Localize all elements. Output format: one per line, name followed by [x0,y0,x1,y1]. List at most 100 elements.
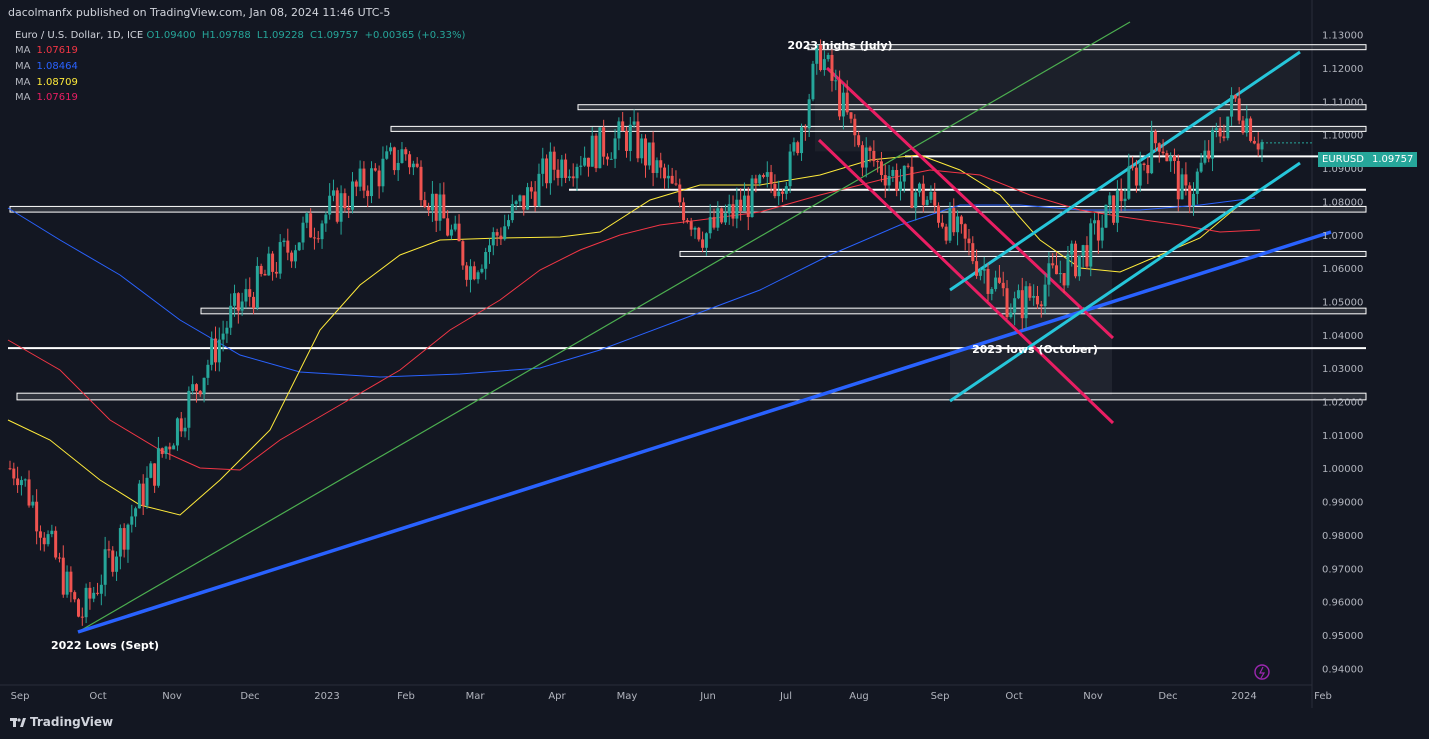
candle [560,154,564,187]
candle [933,182,937,213]
last-price-tag: EURUSD 1.09757 [1318,152,1418,167]
descending-channel-upper[interactable] [825,66,1115,340]
tradingview-brand: TradingView [30,715,114,729]
support-resistance-zone[interactable] [16,392,1367,401]
candle [31,495,35,508]
alert-icon[interactable] [1254,664,1270,680]
candle [468,259,472,293]
candle [765,161,769,188]
candle-body [560,159,564,178]
candle-body [834,80,838,82]
candle-body [548,151,552,184]
candle [1214,122,1218,138]
candle [1211,127,1215,172]
candle [1066,246,1070,288]
tradingview-footer[interactable]: TradingView [10,715,113,729]
candle [655,157,659,178]
candle-body [419,166,423,201]
candle-body [663,167,667,179]
candle-body [297,242,301,251]
candle [956,210,960,246]
candle [1134,159,1138,193]
candle-body [1157,143,1161,152]
candle-body [194,384,198,391]
candle-body [784,186,788,194]
descending-channel-lower[interactable] [817,138,1115,425]
candle-body [305,213,309,223]
candle [723,204,727,226]
candle-body [815,45,819,64]
candle [507,214,511,230]
candle [373,163,377,172]
candle-body [982,268,986,271]
ascending-channel-lower[interactable] [949,161,1301,403]
candle-body [350,181,354,210]
candle [495,228,499,247]
candle [1127,153,1131,200]
candle-body [335,190,339,222]
candle-body [198,390,202,395]
candle-body [841,92,845,117]
candle-body [918,183,922,193]
candle [567,169,571,182]
candle-body [446,218,450,236]
candle-body [1070,243,1074,255]
candle-body [636,121,640,159]
x-tick-label: Aug [849,691,869,702]
candle [126,523,130,563]
candle-body [845,92,849,113]
candle [803,124,807,141]
candle [1016,284,1020,300]
candle-body [1153,131,1157,144]
candle [80,607,84,626]
candle [1165,150,1169,162]
candle [115,551,119,581]
candle-body [1043,284,1047,307]
candle [377,165,381,199]
candle [514,199,518,211]
candle-body [370,168,374,197]
support-resistance-zone[interactable] [577,104,1367,111]
candle [27,470,31,508]
support-resistance-zone[interactable] [200,307,1367,315]
candle [1195,168,1199,205]
candle [963,223,967,251]
candle [761,173,765,179]
green-trendline[interactable] [77,21,1131,633]
support-resistance-zone[interactable] [9,205,1367,213]
candle-body [290,252,294,262]
candle-body [1211,130,1215,159]
candle-body [541,158,545,174]
candle-body [111,550,115,572]
candle-body [16,478,20,486]
candle [1077,255,1081,281]
candle [1035,285,1039,310]
candle [293,244,297,269]
candle [571,163,575,187]
candle [609,152,613,160]
candle-body [312,237,316,239]
candle-body [769,172,773,185]
candle-body [902,165,906,182]
candle-body [1161,151,1165,154]
candle-body [682,202,686,221]
support-resistance-zone[interactable] [390,125,1367,132]
blue-trendline[interactable] [77,230,1332,634]
candle [335,187,339,224]
candle [290,250,294,268]
candle-body [453,223,457,230]
candle [1153,129,1157,152]
candle-body [704,233,708,248]
candle [1199,152,1203,174]
candle [1081,244,1085,268]
candle [122,523,126,558]
ascending-channel-upper[interactable] [949,50,1301,292]
candle [278,234,282,279]
ohlc-values: O1.09400 H1.09788 L1.09228 C1.09757 +0.0… [146,30,468,41]
candle [137,480,141,509]
candle-body [122,528,126,550]
candle-body [1203,150,1207,163]
candle [838,70,842,121]
low-value: L1.09228 [256,30,304,41]
